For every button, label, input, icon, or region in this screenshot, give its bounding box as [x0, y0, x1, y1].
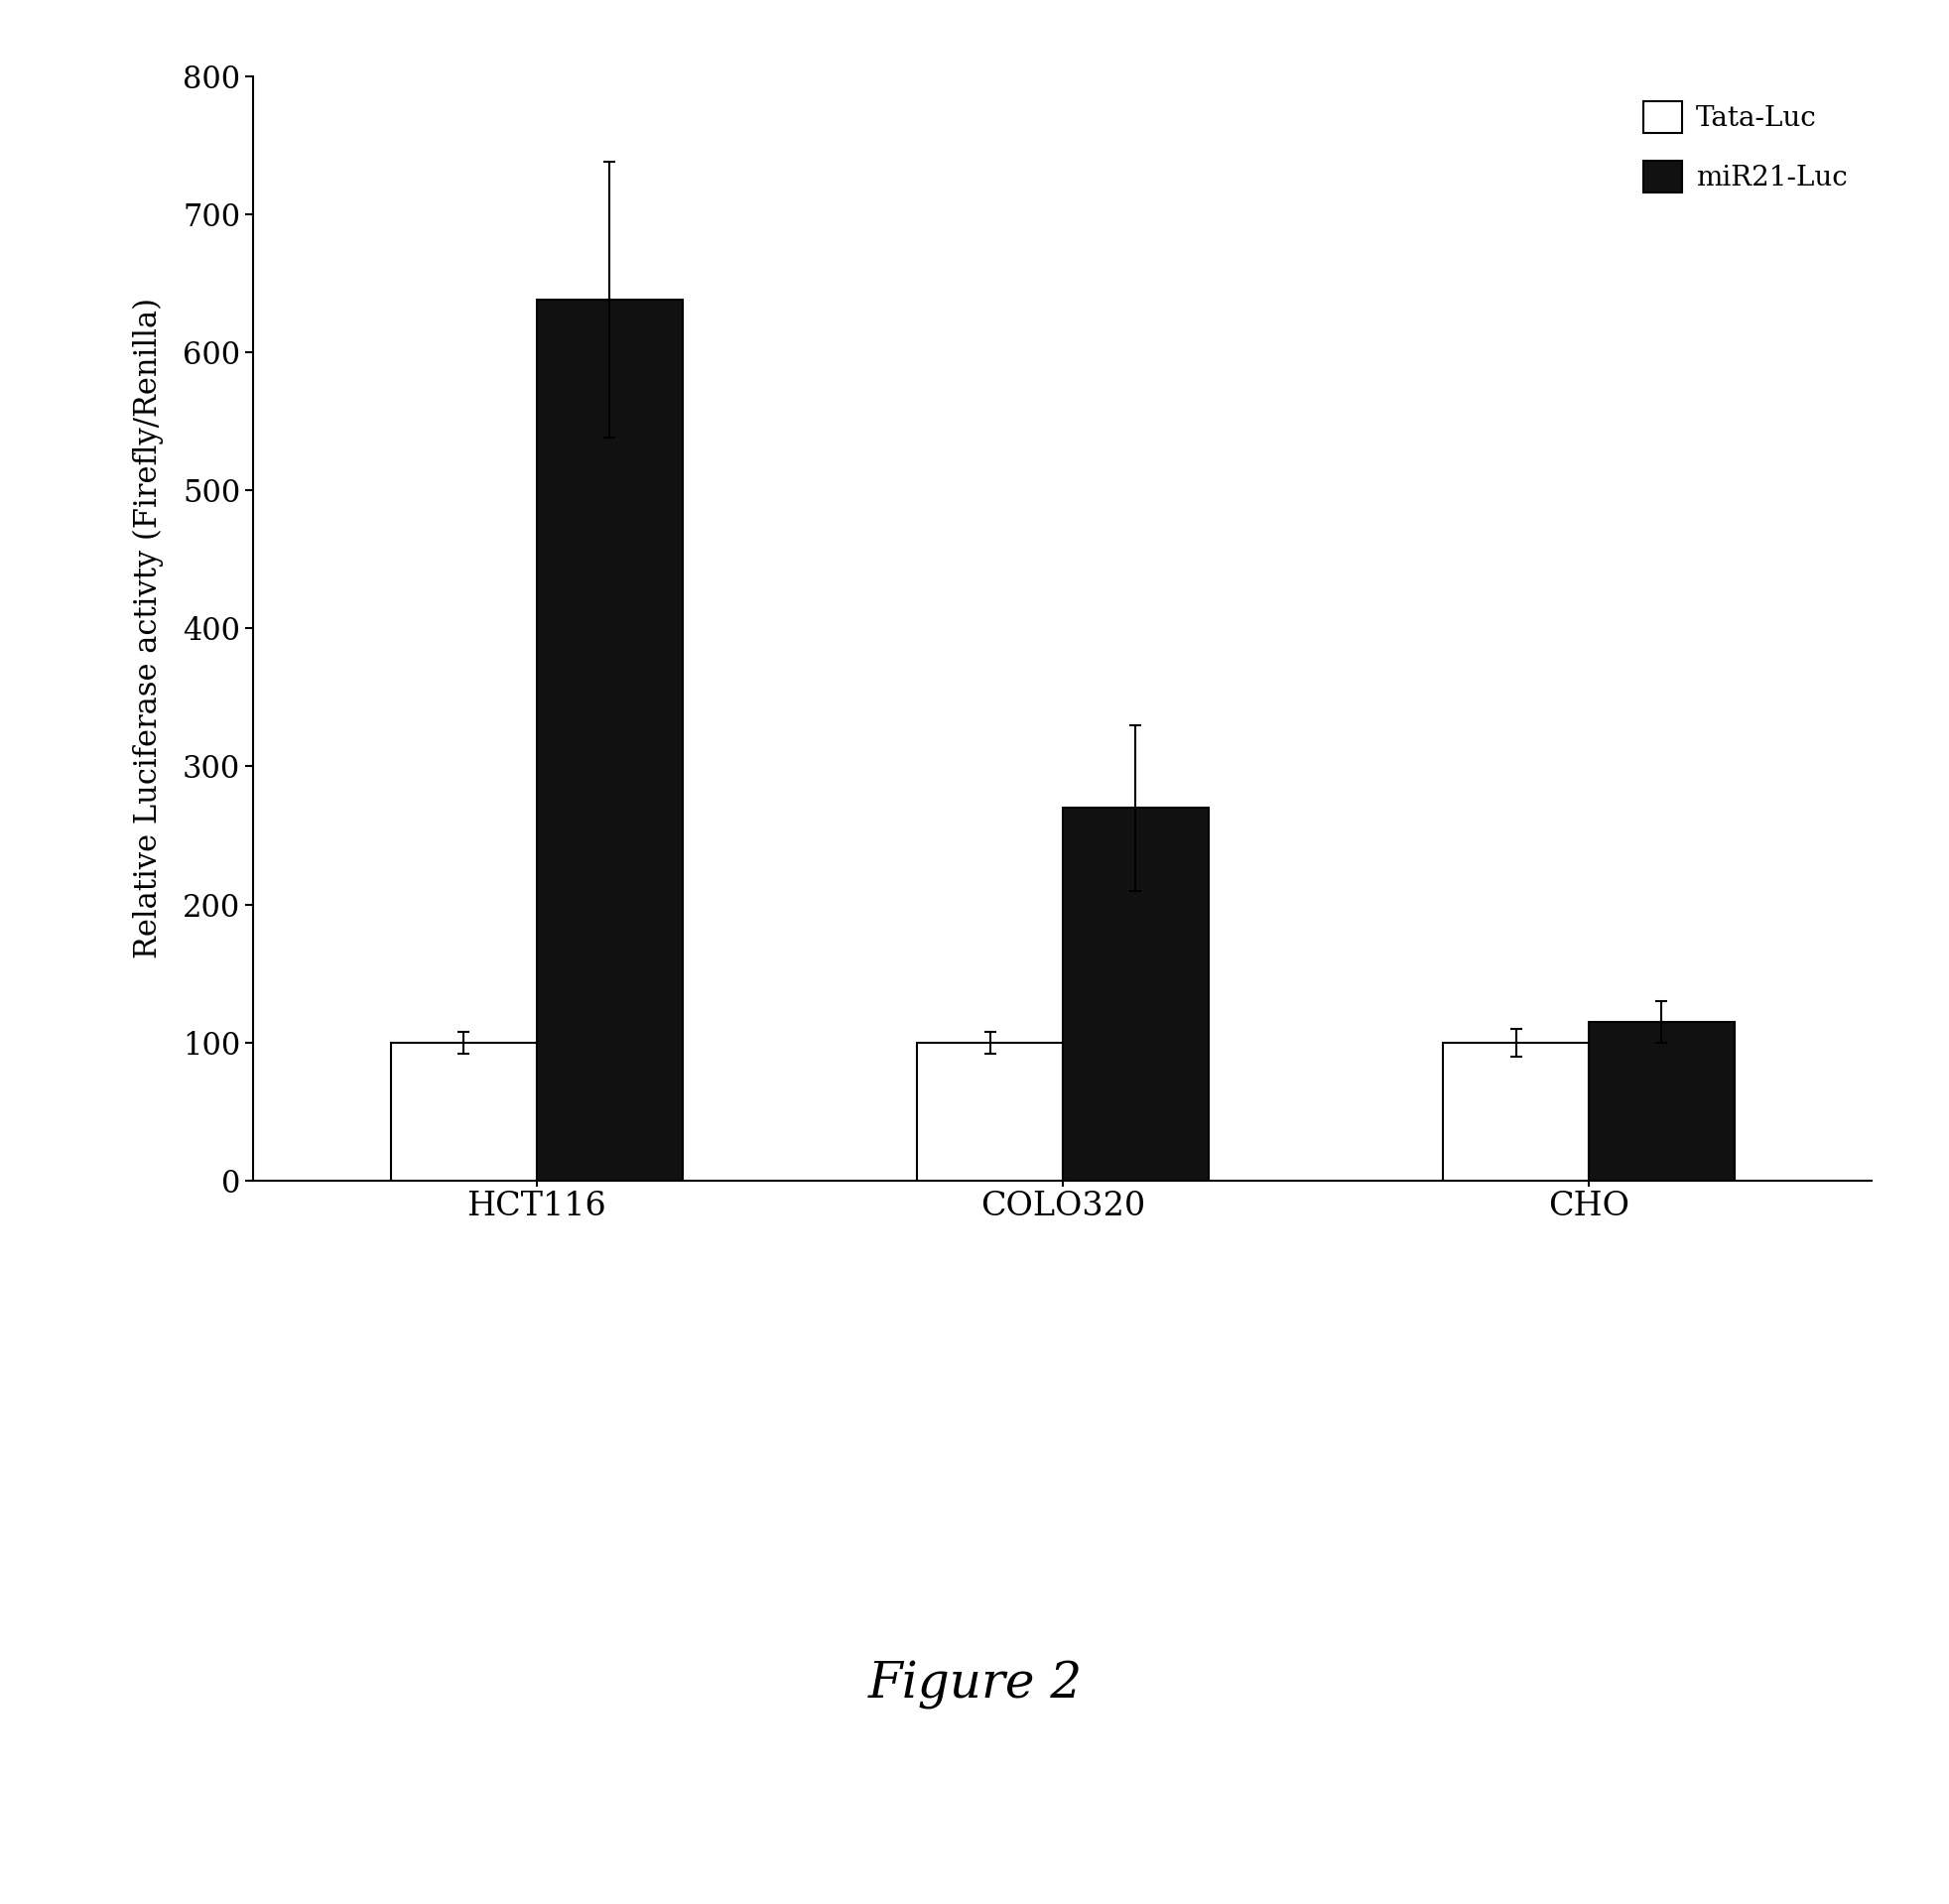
Bar	[392, 1043, 536, 1180]
Y-axis label: Relative Luciferase activty (Firefly/Renilla): Relative Luciferase activty (Firefly/Ren…	[133, 297, 164, 960]
Bar	[536, 299, 682, 1180]
Bar	[1588, 1022, 1733, 1180]
Text: Figure 2: Figure 2	[867, 1660, 1082, 1710]
Bar	[1062, 807, 1208, 1180]
Legend: Tata-Luc, miR21-Luc: Tata-Luc, miR21-Luc	[1631, 89, 1857, 204]
Bar	[1442, 1043, 1588, 1180]
Bar	[916, 1043, 1062, 1180]
